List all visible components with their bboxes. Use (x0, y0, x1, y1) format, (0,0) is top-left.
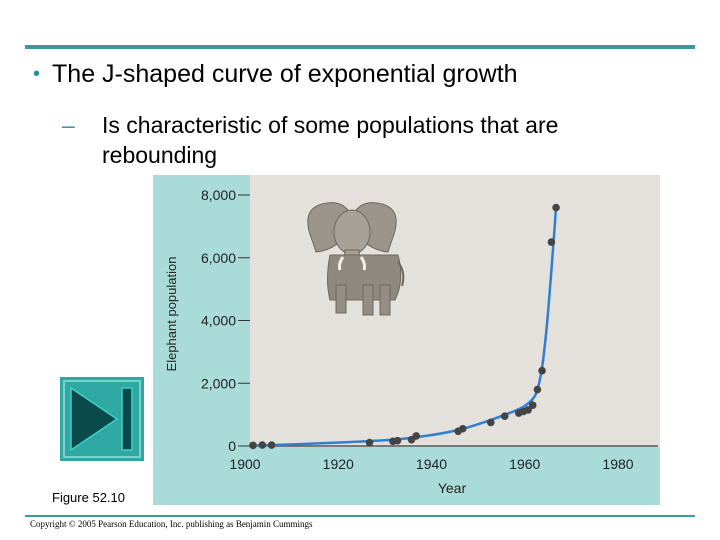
data-point (547, 238, 556, 246)
x-tick-label: 1920 (323, 456, 354, 472)
elephant-illustration (307, 202, 405, 316)
y-tick-label: 0 (228, 438, 236, 454)
data-point (267, 441, 276, 449)
data-point (500, 412, 509, 420)
play-skip-icon (63, 380, 141, 458)
top-rule (25, 45, 695, 49)
y-tick-label: 6,000 (201, 250, 236, 266)
bullet-text: The J-shaped curve of exponential growth (52, 60, 518, 88)
data-point (552, 203, 560, 212)
data-point (538, 366, 546, 375)
data-point (412, 432, 420, 440)
data-point (528, 401, 537, 410)
bullet-dot-icon: • (33, 63, 41, 85)
data-point (524, 406, 532, 414)
bottom-rule (25, 515, 695, 517)
x-tick-label: 1960 (509, 456, 540, 472)
main-bullet: • The J-shaped curve of exponential growt… (33, 60, 518, 89)
axes: 0 2,000 4,000 6,000 8,000 1900 1920 1940 1960 198… (164, 187, 658, 496)
data-point (533, 385, 542, 394)
point-layer (249, 203, 560, 450)
data-point (486, 418, 495, 427)
x-tick-label: 1940 (416, 456, 447, 472)
copyright-text: Copyright © 2005 Pearson Education, Inc.… (30, 519, 313, 529)
y-tick-label: 2,000 (201, 375, 236, 391)
data-point (249, 441, 257, 450)
play-button[interactable] (60, 377, 144, 461)
x-tick-label: 1980 (602, 456, 633, 472)
y-axis-label: Elephant population (164, 257, 179, 372)
sub-bullet: – Is characteristic of some populations … (62, 110, 622, 170)
figure-label: Figure 52.10 (52, 490, 125, 505)
data-point (459, 424, 467, 433)
y-tick-label: 8,000 (201, 187, 236, 203)
sub-bullet-dash-icon: – (62, 112, 75, 138)
data-point (393, 436, 402, 445)
data-point (258, 441, 267, 449)
data-point (365, 438, 374, 447)
y-tick-label: 4,000 (201, 313, 236, 329)
x-tick-label: 1900 (229, 456, 260, 472)
sub-bullet-text: Is characteristic of some populations th… (102, 112, 559, 168)
x-axis-label: Year (438, 480, 467, 496)
